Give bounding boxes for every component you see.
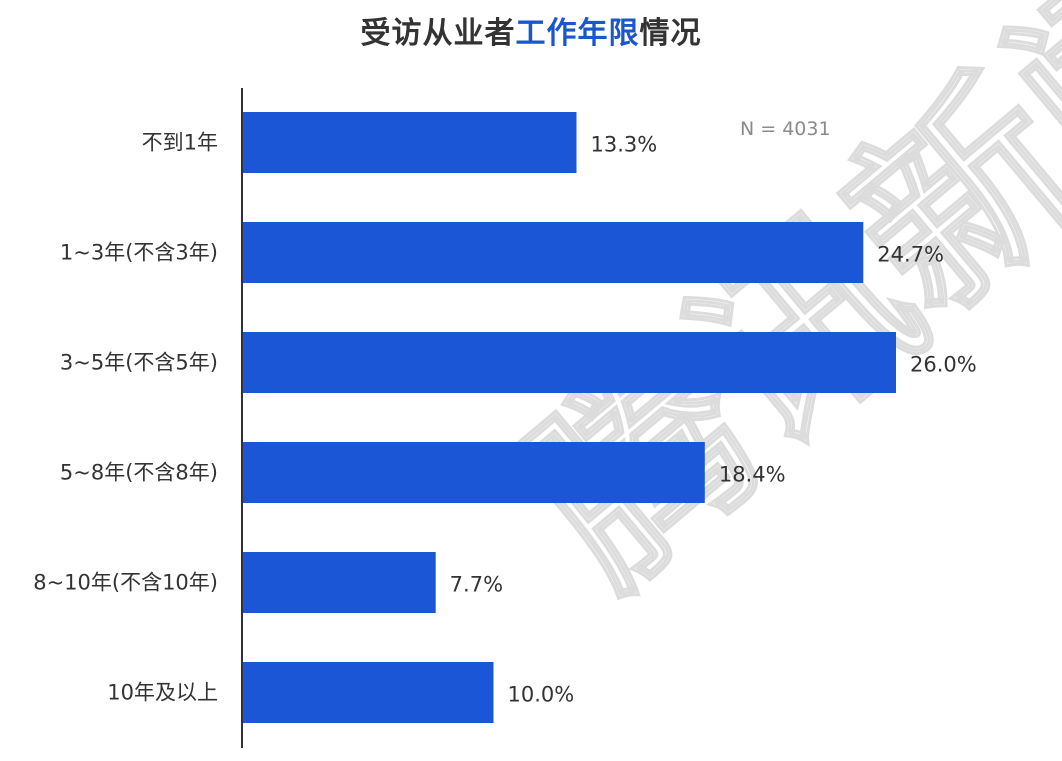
category-label: 3~5年(不含5年) xyxy=(60,351,218,375)
value-label: 10.0% xyxy=(508,683,575,707)
category-label: 8~10年(不含10年) xyxy=(33,571,218,595)
bar xyxy=(242,662,494,723)
watermark: 腾讯新闻 xyxy=(483,0,1062,630)
chart-title-prefix: 受访从业者 xyxy=(360,16,516,51)
category-label: 不到1年 xyxy=(142,131,218,155)
sample-size-note: N = 4031 xyxy=(740,118,831,140)
watermark-text: 腾讯新闻 xyxy=(485,0,1062,628)
bar xyxy=(242,112,577,173)
value-label: 24.7% xyxy=(877,243,944,267)
bars-group xyxy=(242,112,896,723)
bar xyxy=(242,442,705,503)
bar xyxy=(242,222,864,283)
category-label: 10年及以上 xyxy=(107,681,218,705)
category-label: 1~3年(不含3年) xyxy=(60,241,218,265)
value-label: 26.0% xyxy=(910,353,977,377)
category-label: 5~8年(不含8年) xyxy=(60,461,218,485)
value-label: 13.3% xyxy=(591,133,658,157)
chart-title-highlight: 工作年限 xyxy=(515,16,640,51)
bar xyxy=(242,332,896,393)
chart-title: 受访从业者工作年限情况 xyxy=(0,8,1062,52)
chart-title-suffix: 情况 xyxy=(639,16,702,51)
labels-group: 不到1年 13.3% 1~3年(不含3年) 24.7% 3~5年(不含5年) 26.0% 5… xyxy=(33,131,977,707)
bar xyxy=(242,552,436,613)
value-label: 18.4% xyxy=(719,463,786,487)
value-label: 7.7% xyxy=(450,573,503,597)
